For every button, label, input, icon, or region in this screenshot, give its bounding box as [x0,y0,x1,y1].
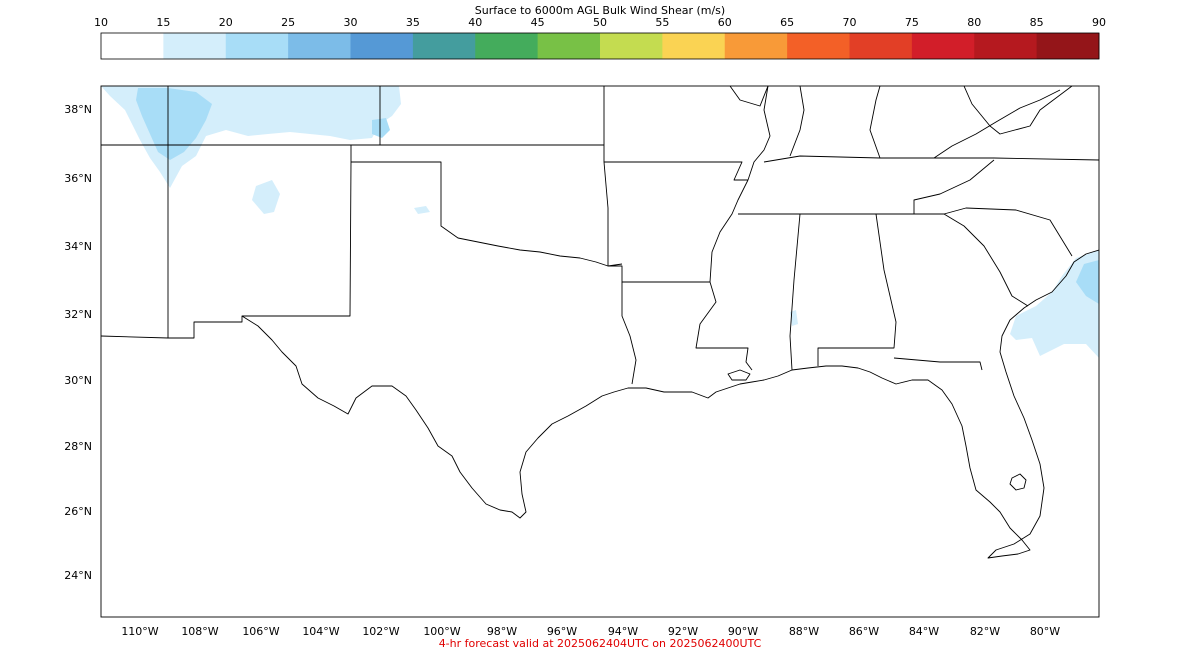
georgia-carolina-border [943,213,1029,307]
colorbar-tick-labels: 10 15 20 25 30 35 40 45 50 55 60 65 70 7… [94,16,1106,29]
lake-okeechobee [1009,473,1027,491]
north-south-carolina-border [943,207,1073,257]
lat-label-24n: 24°N [64,569,92,582]
shear-area-atlantic [1010,250,1099,358]
kentucky-tennessee-line [763,155,1099,163]
colorbar-swatch-5 [412,33,476,59]
lon-label-82w: 82°W [970,625,1000,638]
texas-panhandle [351,161,623,267]
missouri-arkansas-border [604,161,748,181]
map-panel: 38°N 36°N 34°N 32°N 30°N 28°N 26°N 24°N … [64,85,1100,638]
ohio-river-east [933,89,1061,159]
colorbar-swatch-6 [475,33,539,59]
colorbar: Surface to 6000m AGL Bulk Wind Shear (m/… [94,4,1106,60]
lon-label-92w: 92°W [668,625,698,638]
lat-label-36n: 36°N [64,172,92,185]
colorbar-swatches [101,33,1100,59]
colorbar-tick-40: 40 [468,16,482,29]
shear-area-atlantic-core [1076,260,1099,304]
lon-label-108w: 108°W [181,625,218,638]
colorbar-tick-60: 60 [718,16,732,29]
lat-label-30n: 30°N [64,374,92,387]
lon-label-88w: 88°W [789,625,819,638]
illinois-indiana-border [789,86,805,157]
colorbar-tick-80: 80 [967,16,981,29]
colorbar-swatch-4 [350,33,414,59]
lat-label-34n: 34°N [64,240,92,253]
shear-area-texas-panhandle-spot [414,206,430,214]
missouri-boundary [729,86,769,107]
colorbar-title: Surface to 6000m AGL Bulk Wind Shear (m/… [475,4,725,17]
shear-area-new-mexico-spot [252,180,280,214]
colorbar-swatch-14 [974,33,1038,59]
colorbar-tick-90: 90 [1092,16,1106,29]
shear-area-kansas-spot [372,118,390,138]
colorbar-tick-25: 25 [281,16,295,29]
lon-label-94w: 94°W [608,625,638,638]
wind-shear-shading [101,86,1099,358]
colorbar-tick-35: 35 [406,16,420,29]
colorbar-swatch-7 [537,33,601,59]
colorbar-swatch-11 [787,33,850,59]
colorbar-swatch-10 [724,33,788,59]
colorbar-swatch-12 [849,33,913,59]
colorbar-swatch-0 [101,33,164,59]
colorbar-tick-70: 70 [843,16,857,29]
colorbar-tick-30: 30 [344,16,358,29]
colorbar-tick-75: 75 [905,16,919,29]
lat-label-38n: 38°N [64,103,92,116]
lon-label-102w: 102°W [362,625,399,638]
colorbar-swatch-3 [288,33,351,59]
state-boundaries [101,86,1099,385]
latitude-labels: 38°N 36°N 34°N 32°N 30°N 28°N 26°N 24°N [64,103,92,582]
colorbar-tick-20: 20 [219,16,233,29]
lon-label-104w: 104°W [302,625,339,638]
west-virginia-border [963,86,1073,135]
colorbar-swatch-9 [662,33,726,59]
alabama-georgia-border [817,213,897,366]
colorbar-tick-45: 45 [531,16,545,29]
colorbar-tick-15: 15 [156,16,170,29]
longitude-labels: 110°W 108°W 106°W 104°W 102°W 100°W 98°W… [121,625,1060,638]
mississippi-river [695,179,753,371]
lon-label-106w: 106°W [242,625,279,638]
lon-label-80w: 80°W [1030,625,1060,638]
map-frame [100,85,1100,618]
colorbar-tick-55: 55 [655,16,669,29]
lon-label-98w: 98°W [487,625,517,638]
virginia-tennessee-line [913,159,995,214]
lon-label-110w: 110°W [121,625,158,638]
lat-label-26n: 26°N [64,505,92,518]
lake-pontchartrain [727,369,751,381]
lon-label-90w: 90°W [728,625,758,638]
colorbar-swatch-2 [225,33,289,59]
new-mexico-texas-border [101,145,352,339]
mississippi-alabama-border [789,213,801,371]
lat-label-28n: 28°N [64,440,92,453]
ohio-river-region [747,86,771,181]
colorbar-tick-50: 50 [593,16,607,29]
forecast-valid-footer: 4-hr forecast valid at 2025062404UTC on … [439,637,762,650]
oklahoma-arkansas-border [603,161,710,283]
colorbar-tick-65: 65 [780,16,794,29]
texas-louisiana-border [621,282,637,385]
lat-label-32n: 32°N [64,308,92,321]
colorbar-swatch-13 [911,33,975,59]
colorbar-swatch-15 [1036,33,1100,59]
gulf-coastline [241,249,1099,559]
colorbar-frame [100,32,1100,60]
indiana-ohio-border [869,86,881,159]
lon-label-100w: 100°W [423,625,460,638]
colorbar-swatch-8 [600,33,663,59]
colorbar-tick-10: 10 [94,16,108,29]
lon-label-84w: 84°W [909,625,939,638]
colorbar-swatch-1 [163,33,227,59]
shear-area-colorado-core [136,88,212,160]
georgia-florida-border [893,357,983,371]
lon-label-96w: 96°W [547,625,577,638]
lon-label-86w: 86°W [849,625,879,638]
colorbar-tick-85: 85 [1030,16,1044,29]
